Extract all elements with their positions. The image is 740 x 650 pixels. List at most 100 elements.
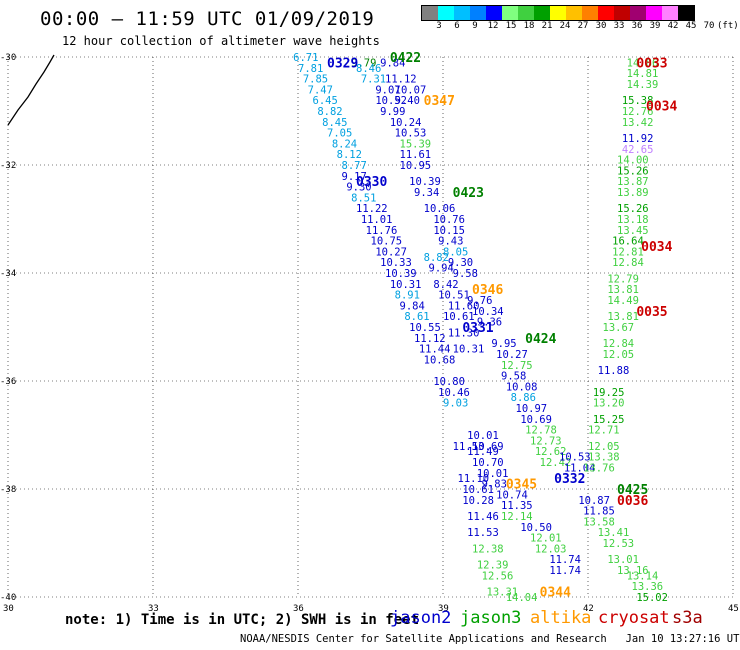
wave-height-value: 9.36 bbox=[477, 317, 502, 329]
wave-height-value: 10.97 bbox=[516, 403, 548, 415]
wave-height-value: 15.39 bbox=[400, 138, 432, 150]
wave-height-value: 10.55 bbox=[409, 322, 441, 334]
color-scale-legend bbox=[421, 5, 695, 21]
pass-time-label: 0423 bbox=[453, 186, 484, 201]
wave-height-value: 6.71 bbox=[293, 52, 318, 64]
pass-time-label: 0033 bbox=[636, 56, 667, 71]
wave-height-value: 8.42 bbox=[433, 279, 458, 291]
wave-height-value: 8.86 bbox=[511, 392, 536, 404]
legend-swatch bbox=[566, 6, 582, 20]
legend-swatch bbox=[614, 6, 630, 20]
legend-label: 45 bbox=[685, 21, 697, 31]
wave-height-value: 11.76 bbox=[366, 225, 398, 237]
color-scale-labels: 3 6 9 12 15 18 21 24 27 30 33 36 39 42 45 70 (ft) bbox=[421, 21, 738, 33]
wave-height-value: 13.87 bbox=[617, 176, 649, 188]
pass-time-label: 0346 bbox=[472, 283, 503, 298]
wave-height-value: 10.68 bbox=[424, 354, 456, 366]
wave-height-value: 12.81 bbox=[612, 246, 644, 258]
wave-height-value: 10.75 bbox=[371, 236, 403, 248]
wave-height-value: 19.25 bbox=[593, 387, 625, 399]
legend-swatch bbox=[598, 6, 614, 20]
wave-height-value: 10.74 bbox=[496, 489, 528, 501]
lat-lon-grid bbox=[7, 56, 734, 598]
wave-height-value: 8.61 bbox=[404, 311, 429, 323]
wave-height-value: 12.62 bbox=[535, 446, 567, 458]
wave-height-value: 10.69 bbox=[472, 441, 504, 453]
lat-tick-label: -38 bbox=[0, 485, 16, 495]
lon-tick-label: 33 bbox=[148, 604, 159, 614]
wave-height-value: 11.53 bbox=[467, 527, 499, 539]
pass-time-label: 0344 bbox=[540, 586, 571, 601]
wave-height-value: 14.39 bbox=[627, 79, 659, 91]
legend-label: 70 bbox=[703, 21, 715, 31]
wave-height-value: 7.85 bbox=[303, 74, 328, 86]
legend-label: 12 bbox=[487, 21, 499, 31]
wave-height-value: 9.34 bbox=[414, 187, 439, 199]
wave-height-value: 14.49 bbox=[607, 295, 639, 307]
wave-height-value: 10.27 bbox=[375, 246, 407, 258]
wave-height-value: 12.53 bbox=[603, 538, 635, 550]
wave-height-value: 13.14 bbox=[627, 570, 659, 582]
map-title: 00:00 – 11:59 UTC 01/09/2019 bbox=[40, 8, 375, 30]
wave-height-value: 13.45 bbox=[617, 225, 649, 237]
wave-height-value: 9.79 bbox=[351, 57, 376, 69]
wave-height-value: 11.49 bbox=[467, 446, 499, 458]
legend-label: 18 bbox=[523, 21, 535, 31]
wave-height-value: 9.43 bbox=[438, 236, 463, 248]
wave-height-value: 10.01 bbox=[467, 430, 499, 442]
legend-swatch bbox=[662, 6, 678, 20]
wave-height-value: 13.81 bbox=[607, 284, 639, 296]
lon-tick-label: 45 bbox=[728, 604, 739, 614]
wave-height-value: 10.33 bbox=[380, 257, 412, 269]
wave-height-value: 13.16 bbox=[617, 565, 649, 577]
legend-swatch bbox=[470, 6, 486, 20]
pass-time-label: 0035 bbox=[636, 305, 667, 320]
wave-height-value: 9.58 bbox=[453, 268, 478, 280]
wave-height-value: 8.82 bbox=[317, 106, 342, 118]
legend-label: 9 bbox=[472, 21, 478, 31]
wave-height-value: 12.01 bbox=[530, 533, 562, 545]
wave-height-value: 15.02 bbox=[636, 592, 668, 604]
wave-height-value: 10.39 bbox=[385, 268, 417, 280]
wave-height-value: 13.89 bbox=[617, 187, 649, 199]
legend-swatch bbox=[518, 6, 534, 20]
legend-label: 39 bbox=[649, 21, 661, 31]
pass-labels: 0329 0422 0347 0330 0423 0346 0331 0424 0332 0345… bbox=[327, 51, 677, 601]
wave-height-value: 13.38 bbox=[588, 452, 620, 464]
wave-height-value: 10.24 bbox=[390, 117, 422, 129]
wave-height-value: 10.87 bbox=[578, 495, 610, 507]
wave-height-value: 15.38 bbox=[622, 95, 654, 107]
legend-label: 27 bbox=[577, 21, 589, 31]
wave-height-value: 11.44 bbox=[419, 344, 451, 356]
wave-height-value: 10.28 bbox=[462, 495, 494, 507]
lon-tick-label: 36 bbox=[293, 604, 304, 614]
wave-height-value: 10.61 bbox=[443, 311, 475, 323]
legend-swatch bbox=[454, 6, 470, 20]
legend-label: 24 bbox=[559, 21, 571, 31]
wave-height-value: 12.73 bbox=[530, 435, 562, 447]
wave-height-value: 12.05 bbox=[603, 349, 635, 361]
wave-height-value: 7.47 bbox=[308, 84, 333, 96]
wave-height-value: 9.30 bbox=[346, 182, 371, 194]
pass-time-label: 0034 bbox=[646, 100, 677, 115]
legend-label: (ft) bbox=[717, 21, 739, 31]
wave-height-value: 42.65 bbox=[622, 144, 654, 156]
wave-height-value: 10.51 bbox=[438, 290, 470, 302]
wave-height-value: 14.00 bbox=[617, 155, 649, 167]
wave-height-value: 11.10 bbox=[458, 473, 490, 485]
wave-height-value: 6.45 bbox=[313, 95, 338, 107]
wave-height-value: 9.30 bbox=[448, 257, 473, 269]
legend-swatch bbox=[502, 6, 518, 20]
wave-height-value: 12.05 bbox=[588, 441, 620, 453]
wave-height-value: 11.92 bbox=[622, 133, 654, 145]
wave-height-value: 8.91 bbox=[395, 290, 420, 302]
axis-ticks: 30 33 36 39 42 45 -30 -32 -34 -36 -38 -40 bbox=[0, 53, 739, 614]
wave-height-value: 8.51 bbox=[351, 192, 376, 204]
wave-height-value: 15.25 bbox=[593, 414, 625, 426]
wave-height-value: 8.12 bbox=[337, 149, 362, 161]
wave-height-value: 13.42 bbox=[622, 117, 654, 129]
wave-height-value: 13.81 bbox=[607, 311, 639, 323]
wave-height-value: 13.31 bbox=[487, 587, 519, 599]
wave-height-value: 8.45 bbox=[322, 117, 347, 129]
